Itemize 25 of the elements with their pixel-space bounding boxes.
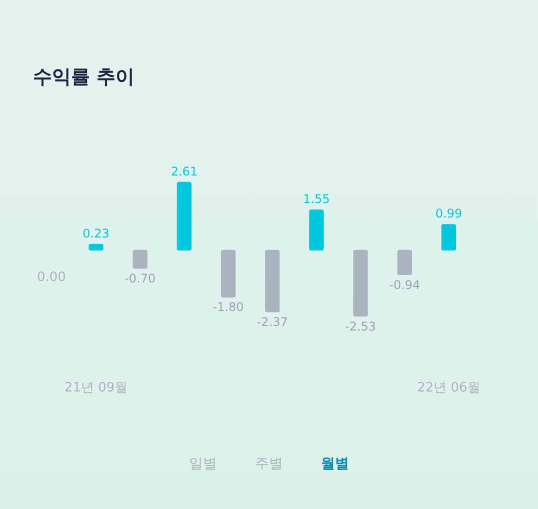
bar bbox=[88, 244, 104, 251]
data-label: 0.99 bbox=[435, 206, 462, 221]
data-label: -1.80 bbox=[212, 300, 244, 314]
data-label: 0.23 bbox=[82, 226, 110, 240]
chart-title: 수익률 추이 bbox=[33, 65, 135, 90]
x-tick-label: 21년 09월 bbox=[64, 380, 128, 396]
bar bbox=[397, 250, 412, 276]
text: 0.00 bbox=[37, 270, 66, 285]
bar bbox=[309, 209, 324, 251]
bar bbox=[132, 250, 148, 269]
text: 월별 bbox=[321, 455, 349, 473]
data-label: 1.55 bbox=[303, 192, 330, 206]
data-label: -0.94 bbox=[389, 278, 420, 292]
bar bbox=[220, 250, 236, 298]
bar bbox=[176, 182, 192, 251]
bar bbox=[265, 250, 280, 312]
data-label: -0.70 bbox=[124, 272, 156, 286]
x-tick-label: 22년 06월 bbox=[417, 380, 480, 396]
data-label: -2.37 bbox=[256, 315, 288, 330]
text: 일별 bbox=[189, 455, 217, 473]
text: 주별 bbox=[255, 455, 283, 473]
bar bbox=[353, 250, 368, 316]
bar bbox=[441, 224, 456, 251]
data-label: -2.53 bbox=[345, 319, 376, 334]
data-label: 2.61 bbox=[170, 164, 198, 178]
